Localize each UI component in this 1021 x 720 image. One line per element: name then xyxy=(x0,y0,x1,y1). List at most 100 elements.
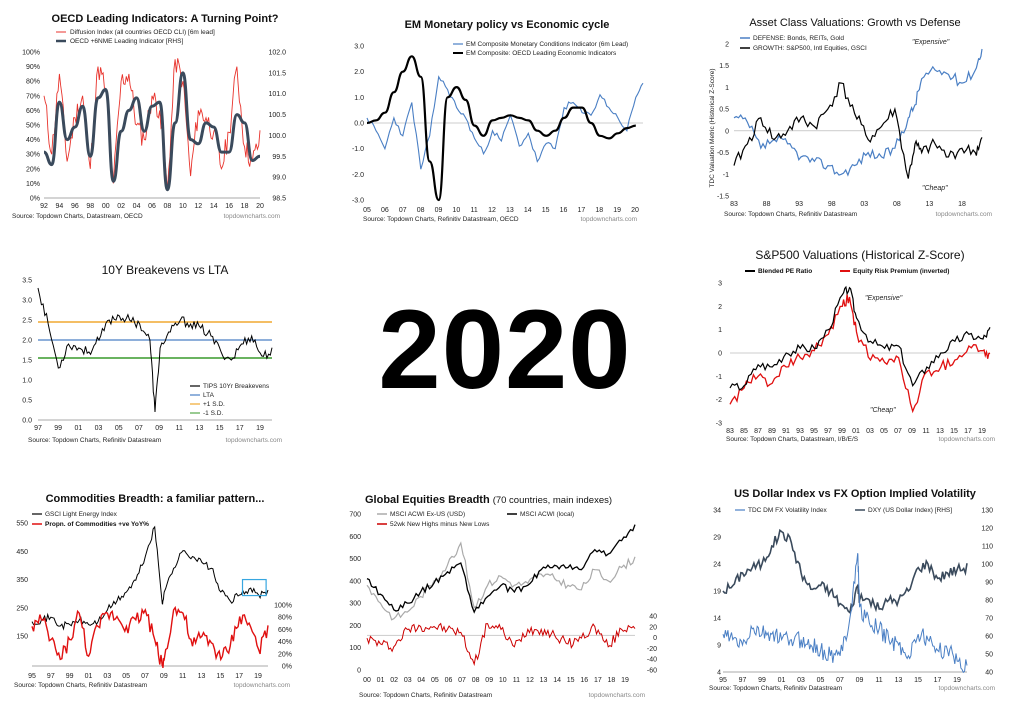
x-tick-label: 17 xyxy=(236,425,244,432)
breakevens-svg: 10Y Breakevens vs LTA 3.5 3.0 2.5 2.0 1.5 1.0… xyxy=(22,263,282,444)
x-tick-label: 13 xyxy=(506,207,514,214)
y-tick-left: 50% xyxy=(26,123,40,130)
y-tick-label: 1.5 xyxy=(719,63,729,70)
y-tick-label: 2.0 xyxy=(22,338,32,345)
x-tick-label: 03 xyxy=(866,428,874,435)
title-main: Global Equities Breadth xyxy=(365,494,490,506)
legend-oecd: OECD +6NME Leading Indicator [RHS] xyxy=(70,38,183,45)
year-label: 2020 xyxy=(378,287,632,412)
x-tick-label: 95 xyxy=(719,677,727,684)
y-tick-label: 1 xyxy=(725,85,729,92)
legend-plus-sd: +1 S.D. xyxy=(203,401,225,408)
legend-lta: LTA xyxy=(203,392,215,399)
legend-propn: Propn. of Commodities +ve YoY% xyxy=(45,521,149,528)
legend-fxvol: TDC DM FX Volatility Index xyxy=(748,507,827,514)
y-tick-right: 120 xyxy=(981,526,993,533)
x-tick-label: 83 xyxy=(726,428,734,435)
y-tick-right: 100% xyxy=(274,603,292,610)
y-tick-left: 40% xyxy=(26,137,40,144)
x-tick-label: 18 xyxy=(241,203,249,210)
chart-watermark: topdowncharts.com xyxy=(226,437,282,444)
plot-area: 3.0 2.0 1.0 0.0 -1.0 -2.0 -3.0 05 06 07 08 09 10 11 12… xyxy=(352,44,644,214)
chart-source: Source: Topdown Charts, Refinitiv Datast… xyxy=(14,682,147,689)
chart-source: Source: Topdown Charts, Refinitiv Datast… xyxy=(363,216,519,223)
x-tick-label: 17 xyxy=(964,428,972,435)
plot-area: 550 450 350 250 150 100% 80% 60% 40% 20% 0% 95 97 99 0… xyxy=(16,521,292,681)
panel-global-equities-breadth: Global Equities Breadth (70 countries, ma… xyxy=(345,490,670,705)
y-tick-right: 0% xyxy=(282,664,292,671)
y-tick-left: 14 xyxy=(713,616,721,623)
series-pe-line xyxy=(729,285,991,391)
legend-acwi: MSCI ACWI (local) xyxy=(520,511,574,518)
x-tick-label: 18 xyxy=(595,207,603,214)
x-tick-label: 96 xyxy=(71,203,79,210)
x-tick-label: 95 xyxy=(810,428,818,435)
x-tick-label: 93 xyxy=(795,201,803,208)
legend-erp: Equity Risk Premium (inverted) xyxy=(853,268,949,275)
y-tick-right: 70 xyxy=(985,616,993,623)
x-tick-label: 19 xyxy=(256,425,264,432)
x-tick-label: 19 xyxy=(613,207,621,214)
y-tick-label: -1 xyxy=(716,374,722,381)
y-tick-left: 200 xyxy=(349,623,361,630)
x-tick-label: 97 xyxy=(47,673,55,680)
y-tick-left: 70% xyxy=(26,93,40,100)
y-tick-label: 2 xyxy=(718,304,722,311)
legend-diffusion: Diffusion Index (all countries OECD CLI)… xyxy=(70,29,215,36)
y-tick-label: 1.0 xyxy=(354,95,364,102)
oecd-chart-svg: OECD Leading Indicators: A Turning Point… xyxy=(12,13,286,220)
x-tick-label: 11 xyxy=(176,425,183,432)
x-tick-label: 03 xyxy=(103,673,111,680)
x-tick-label: 09 xyxy=(908,428,916,435)
x-tick-label: 92 xyxy=(40,203,48,210)
y-tick-left: 34 xyxy=(713,508,721,515)
x-tick-label: 03 xyxy=(797,677,805,684)
x-tick-label: 97 xyxy=(34,425,42,432)
x-tick-label: 04 xyxy=(417,677,425,684)
chart-title: Commodities Breadth: a familiar pattern.… xyxy=(46,493,265,505)
global-equities-svg: Global Equities Breadth (70 countries, ma… xyxy=(349,494,657,699)
usd-fxvol-svg: US Dollar Index vs FX Option Implied Vol… xyxy=(709,488,995,692)
x-tick-label: 12 xyxy=(526,677,534,684)
x-tick-label: 07 xyxy=(836,677,844,684)
x-tick-label: 16 xyxy=(225,203,233,210)
x-tick-label: 07 xyxy=(135,425,143,432)
asset-valuation-svg: Asset Class Valuations: Growth vs Defens… xyxy=(709,17,992,218)
y-tick-left: 250 xyxy=(16,605,28,612)
y-tick-label: 2.0 xyxy=(354,69,364,76)
x-tick-label: 07 xyxy=(458,677,466,684)
x-tick-label: 99 xyxy=(66,673,74,680)
y-tick-left: 80% xyxy=(26,79,40,86)
panel-breakevens: 10Y Breakevens vs LTA 3.5 3.0 2.5 2.0 1.5 1.0… xyxy=(10,250,300,445)
x-tick-label: 04 xyxy=(133,203,141,210)
x-tick-label: 14 xyxy=(210,203,218,210)
y-tick-left: 29 xyxy=(713,535,721,542)
x-tick-label: 13 xyxy=(895,677,903,684)
y-tick-right: 40 xyxy=(649,614,657,621)
x-tick-label: 97 xyxy=(739,677,747,684)
x-tick-label: 09 xyxy=(435,207,443,214)
y-tick-left: 150 xyxy=(16,634,28,641)
series-dxy-line xyxy=(722,528,968,615)
x-tick-label: 19 xyxy=(254,673,262,680)
x-tick-label: 01 xyxy=(377,677,385,684)
chart-watermark: topdowncharts.com xyxy=(939,685,995,692)
x-tick-label: 83 xyxy=(730,201,738,208)
y-tick-label: 0.0 xyxy=(354,121,364,128)
plot-area: 100% 90% 80% 70% 60% 50% 40% 30% 20% 10% 0% 102.0 10… xyxy=(22,50,286,211)
y-tick-left: 0% xyxy=(30,196,40,203)
y-tick-left: 60% xyxy=(26,108,40,115)
x-tick-label: 13 xyxy=(926,201,934,208)
panel-usd-vs-fx-vol: US Dollar Index vs FX Option Implied Vol… xyxy=(705,488,1013,695)
x-tick-label: 93 xyxy=(796,428,804,435)
y-tick-label: -3 xyxy=(716,421,722,428)
y-tick-label: 0.5 xyxy=(719,107,729,114)
x-tick-label: 87 xyxy=(754,428,762,435)
y-tick-right: 80 xyxy=(985,598,993,605)
plot-area: 2 1.5 1 0.5 0 -0.5 -1 -1.583 88 93 98 03 08 13 18 xyxy=(717,42,983,208)
chart-source: Source: Topdown Charts, Datastream, I/B/… xyxy=(726,436,859,443)
y-tick-left: 20% xyxy=(26,166,40,173)
y-tick-right: 99.0 xyxy=(272,175,286,182)
x-tick-label: 14 xyxy=(524,207,532,214)
